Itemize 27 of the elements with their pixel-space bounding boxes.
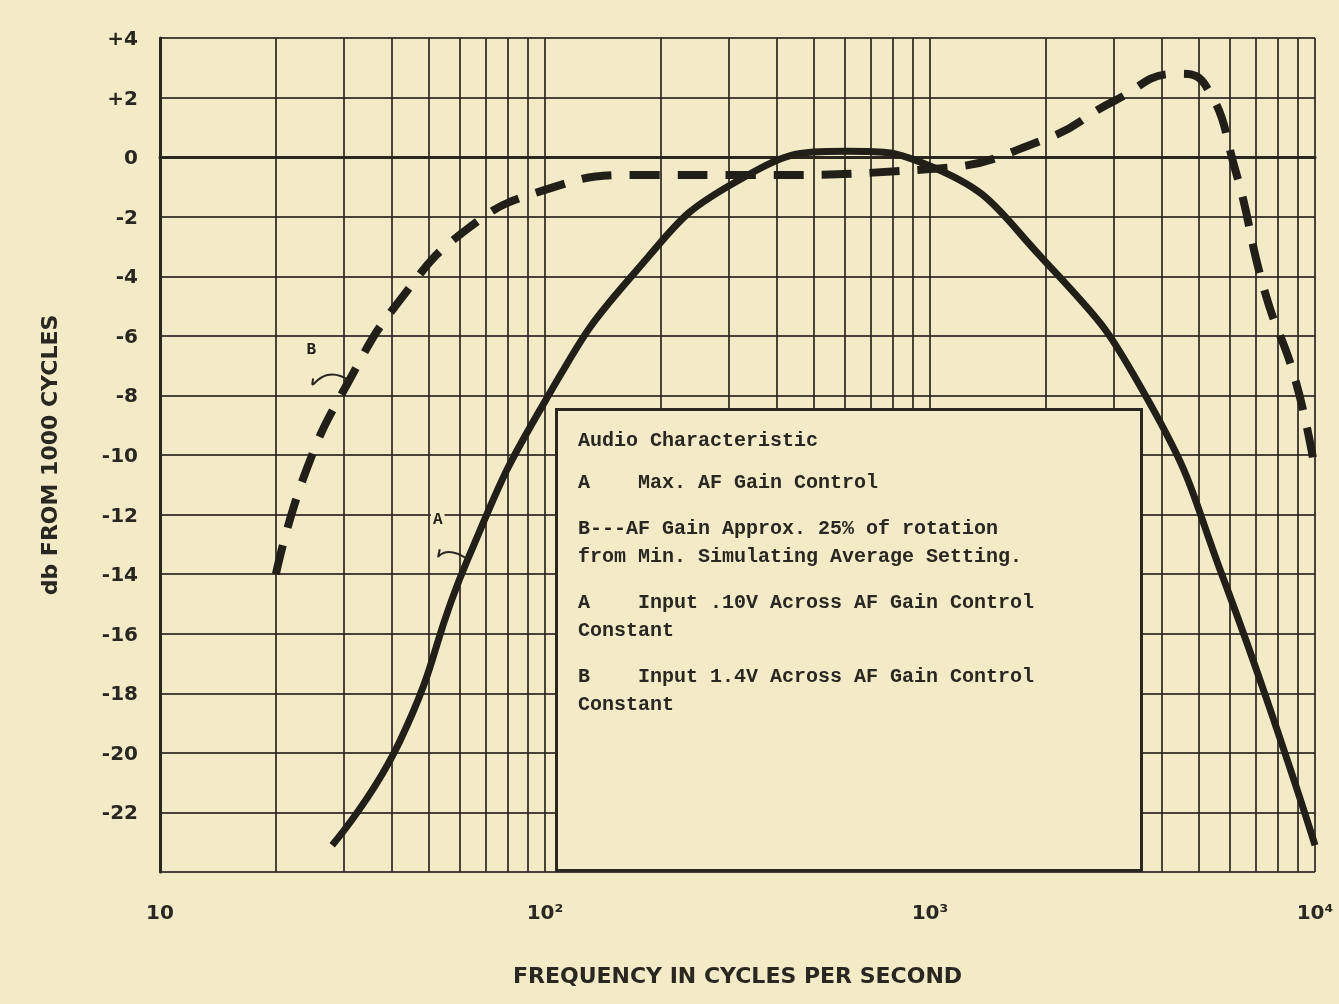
text: A bbox=[432, 511, 443, 530]
y-tick-label: 0 bbox=[124, 145, 138, 170]
x-tick-label: 10² bbox=[526, 900, 564, 924]
annotation: B Input 1.4V Across AF Gain Control Constant bbox=[578, 664, 1036, 718]
y-tick-label: -4 bbox=[115, 264, 138, 289]
y-tick-label: -22 bbox=[101, 800, 138, 825]
y-tick-label: -6 bbox=[115, 323, 138, 348]
y-tick-label: -2 bbox=[115, 204, 138, 229]
annotation: A Max. AF Gain Control bbox=[578, 470, 880, 496]
x-tick-label: 10⁴ bbox=[1296, 900, 1334, 924]
y-axis-title: db FROM 1000 CYCLES bbox=[36, 314, 62, 596]
y-tick-label: -18 bbox=[101, 681, 138, 706]
x-axis-title: FREQUENCY IN CYCLES PER SECOND bbox=[512, 962, 963, 988]
y-tick-label: -12 bbox=[101, 502, 138, 527]
y-tick-label: -10 bbox=[101, 443, 138, 467]
y-tick-label: -14 bbox=[101, 562, 138, 587]
annotation: Audio Characteristic bbox=[578, 428, 820, 454]
text: B bbox=[306, 340, 317, 359]
y-tick-label: +2 bbox=[107, 85, 138, 110]
y-tick-label: -8 bbox=[115, 383, 138, 408]
annotation: A Input .10V Across AF Gain Control Constant bbox=[578, 590, 1036, 644]
annotation: B---AF Gain Approx. 25% of rotation from Min. Simulating Average Setting. bbox=[578, 516, 1024, 570]
y-tick-label: -20 bbox=[101, 740, 138, 765]
y-tick-label: -16 bbox=[101, 621, 138, 646]
x-tick-label: 10³ bbox=[911, 900, 949, 924]
x-tick-label: 10 bbox=[146, 900, 174, 924]
y-tick-label: +4 bbox=[107, 26, 138, 50]
